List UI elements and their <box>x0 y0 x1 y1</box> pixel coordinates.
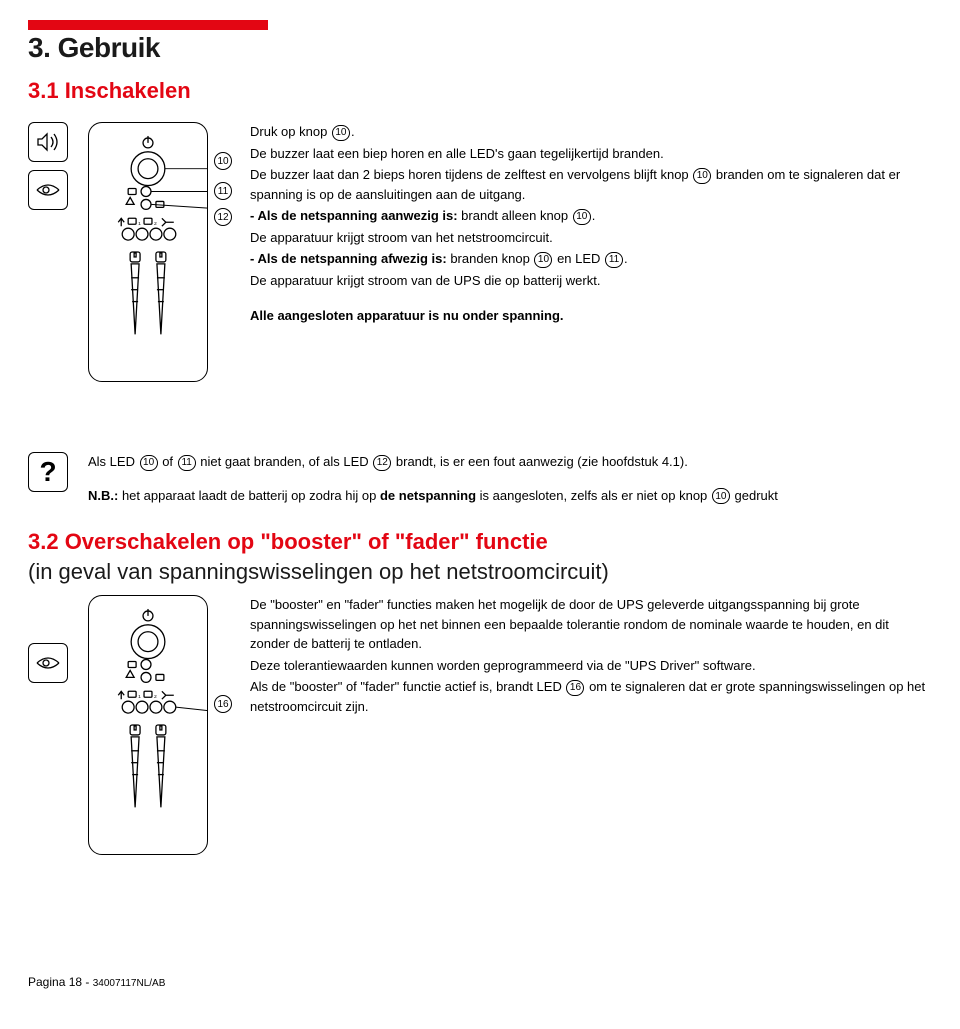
s32-p3a: Als de "booster" of "fader" functie acti… <box>250 679 565 694</box>
svg-text:2: 2 <box>154 221 157 227</box>
s31-p8: Alle aangesloten apparatuur is nu onder … <box>250 306 932 326</box>
q-l1a: Als LED <box>88 454 139 469</box>
s31-p1a: Druk op knop <box>250 124 331 139</box>
ref-10: 10 <box>140 455 158 471</box>
side-icon-column-2 <box>28 595 70 683</box>
side-icon-column <box>28 122 70 210</box>
s31-p6d: . <box>624 251 628 266</box>
accent-bar <box>28 20 268 30</box>
callout-10: 10 <box>214 152 232 170</box>
ref-12: 12 <box>373 455 391 471</box>
s31-p4c: . <box>592 208 596 223</box>
note-block: ? Als LED 10 of 11 niet gaat branden, of… <box>28 452 932 507</box>
footer-doc: 34007117NL/AB <box>93 978 166 989</box>
device-svg: 1 2 <box>88 604 208 846</box>
page-footer: Pagina 18 - 34007117NL/AB <box>28 975 932 989</box>
page-title: 3. Gebruik <box>28 32 932 64</box>
section-32-row: 1 2 <box>28 595 932 855</box>
section-31-text: Druk op knop 10. De buzzer laat een biep… <box>250 122 932 328</box>
s32-red: 3.2 Overschakelen op "booster" of "fader… <box>28 529 548 554</box>
s31-p2: De buzzer laat een biep horen en alle LE… <box>250 144 932 164</box>
footer-page: Pagina 18 - <box>28 975 93 989</box>
device-diagram-32: 1 2 <box>88 595 232 855</box>
device-diagram-31: 1 2 <box>88 122 232 382</box>
section-32-sub: (in geval van spanningswisselingen op he… <box>28 559 932 585</box>
s31-p1b: . <box>351 124 355 139</box>
s31-p6a: - Als de netspanning afwezig is: <box>250 251 447 266</box>
q-l1b: of <box>159 454 177 469</box>
ref-10: 10 <box>534 252 552 268</box>
svg-text:1: 1 <box>138 221 141 227</box>
ref-10: 10 <box>573 209 591 225</box>
s31-p4b: brandt alleen knop <box>458 208 572 223</box>
ref-11: 11 <box>178 455 196 471</box>
s32-p1: De "booster" en "fader" functies maken h… <box>250 595 932 654</box>
leader-lines: 10 11 12 <box>212 122 232 226</box>
device-panel: 1 2 <box>88 595 208 855</box>
device-panel: 1 2 <box>88 122 208 382</box>
section-31-row: 1 2 <box>28 122 932 382</box>
s31-p6c: en LED <box>553 251 604 266</box>
q-l2c: de netspanning <box>380 488 476 503</box>
s31-p7: De apparatuur krijgt stroom van de UPS d… <box>250 271 932 291</box>
leader-lines-32: 16 <box>212 595 232 713</box>
s31-p5: De apparatuur krijgt stroom van het nets… <box>250 228 932 248</box>
q-l2e: gedrukt <box>731 488 778 503</box>
svg-text:2: 2 <box>154 694 157 700</box>
device-svg: 1 2 <box>88 131 208 373</box>
section-32-text: De "booster" en "fader" functies maken h… <box>250 595 932 718</box>
q-l2b: het apparaat laadt de batterij op zodra … <box>118 488 380 503</box>
eye-icon <box>28 643 68 683</box>
section-32-heading: 3.2 Overschakelen op "booster" of "fader… <box>28 529 932 555</box>
svg-text:1: 1 <box>138 694 141 700</box>
note-text: Als LED 10 of 11 niet gaat branden, of a… <box>88 452 932 507</box>
s31-p6b: branden knop <box>447 251 534 266</box>
eye-icon <box>28 170 68 210</box>
s32-p2: Deze tolerantiewaarden kunnen worden gep… <box>250 656 932 676</box>
callout-12: 12 <box>214 208 232 226</box>
s31-p4a: - Als de netspanning aanwezig is: <box>250 208 458 223</box>
question-icon: ? <box>28 452 68 492</box>
callout-16: 16 <box>214 695 232 713</box>
ref-10: 10 <box>712 488 730 504</box>
q-l2a: N.B.: <box>88 488 118 503</box>
ref-16: 16 <box>566 680 584 696</box>
q-l2d: is aangesloten, zelfs als er niet op kno… <box>476 488 711 503</box>
q-l1d: brandt, is er een fout aanwezig (zie hoo… <box>392 454 688 469</box>
section-31-heading: 3.1 Inschakelen <box>28 78 932 104</box>
callout-11: 11 <box>214 182 232 200</box>
ref-11: 11 <box>605 252 623 268</box>
ref-10: 10 <box>332 125 350 141</box>
speaker-icon <box>28 122 68 162</box>
ref-10: 10 <box>693 168 711 184</box>
q-l1c: niet gaat branden, of als LED <box>197 454 373 469</box>
s31-p3a: De buzzer laat dan 2 bieps horen tijdens… <box>250 167 692 182</box>
